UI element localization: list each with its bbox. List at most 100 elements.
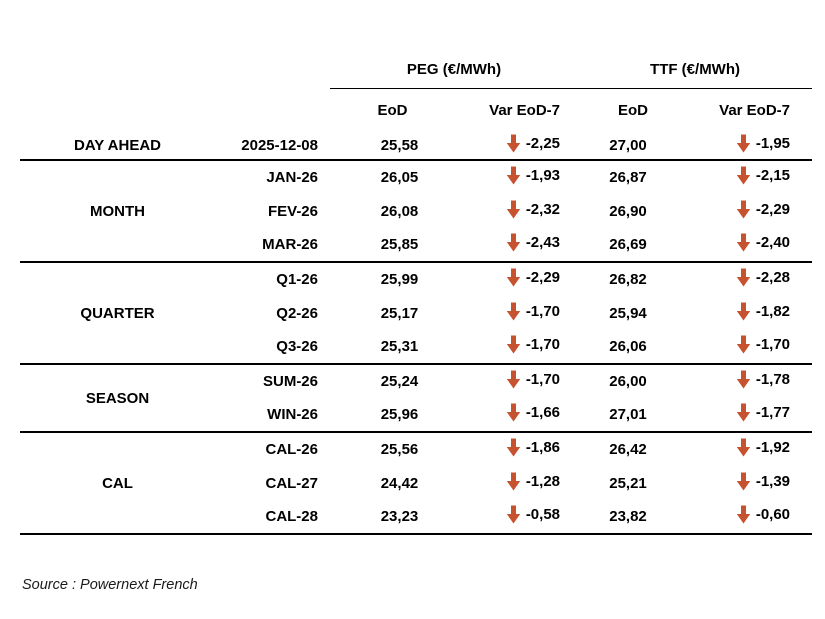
peg-eod-value: 25,99 [380,271,419,288]
variation-value: -1,77 [755,404,791,421]
tenor-label: CAL-27 [265,474,318,492]
down-arrow-icon [506,370,521,389]
tenor-label: SUM-26 [262,373,318,390]
down-arrow-icon [506,335,521,354]
header-spacer [215,88,330,132]
peg-var-value: -0,58 [455,500,579,535]
variation-value: -2,29 [525,269,561,286]
table-row: MONTH JAN-26 26,05 -1,93 26,87 -2,15 [20,160,812,263]
ttf-eod-value: 26,06 [578,330,689,365]
peg-eod-value: 23,23 [330,500,455,535]
tenor-label: CAL-28 [215,500,330,535]
column-group-ttf: TTF (€/MWh) [578,52,813,89]
ttf-var-value: -2,29 [688,194,812,228]
variation-indicator: -2,43 [506,233,560,252]
down-arrow-icon [736,166,751,185]
peg-eod-value: 26,05 [380,169,419,186]
header-spacer [20,52,330,88]
variation-indicator: -2,40 [736,233,790,252]
down-arrow-icon [736,335,751,354]
variation-value: -1,28 [525,472,561,490]
down-arrow-icon [736,302,751,321]
variation-indicator: -0,58 [506,505,560,524]
ttf-var-value: -2,28 [688,262,812,296]
peg-var-value: -2,43 [455,228,579,263]
variation-value: -2,32 [525,200,561,218]
variation-value: -1,70 [525,336,561,353]
sub-header-row: EoD Var EoD-7 EoD Var EoD-7 [20,88,812,132]
price-table-body: DAY AHEAD 2025-12-08 25,58 -2,25 27,00 -1,95 M… [20,132,813,535]
ttf-var-value: -1,92 [688,432,812,466]
peg-eod-value: 25,85 [330,228,455,263]
price-table: PEG (€/MWh) TTF (€/MWh) EoD Var EoD-7 Eo… [20,52,813,535]
down-arrow-icon [506,438,521,457]
ttf-var-value: -2,15 [688,160,812,194]
tenor-label: CAL-26 [265,441,318,458]
variation-value: -1,70 [755,336,791,353]
variation-indicator: -1,70 [736,335,790,354]
down-arrow-icon [506,268,521,287]
ttf-eod-value: 23,82 [578,500,689,535]
ttf-var-value: -1,78 [688,364,812,398]
variation-indicator: -1,93 [506,166,560,185]
table-row: Q2-26 25,17 -1,70 25,94 -1,82 [20,296,812,330]
table-row: MAR-26 25,85 -2,43 26,69 -2,40 [20,228,813,263]
variation-value: -2,25 [525,135,561,152]
variation-value: -1,78 [755,371,791,388]
peg-eod-value: 25,31 [330,330,455,365]
variation-value: -2,40 [755,234,791,251]
variation-value: -1,70 [525,371,561,388]
group-label-cal: CAL [20,432,215,535]
down-arrow-icon [506,200,521,219]
variation-value: -1,93 [525,167,561,184]
variation-indicator: -2,29 [736,200,790,219]
variation-value: -1,95 [755,135,791,152]
ttf-var-value: -1,70 [688,330,813,365]
ttf-eod-value: 25,21 [609,474,647,492]
variation-indicator: -1,28 [506,472,560,491]
group-label-day-ahead: DAY AHEAD [20,132,215,161]
down-arrow-icon [736,134,751,153]
table-row: WIN-26 25,96 -1,66 27,01 -1,77 [20,398,813,433]
ttf-eod-value: 25,94 [609,304,647,322]
down-arrow-icon [736,200,751,219]
variation-value: -1,39 [755,472,791,490]
column-group-peg: PEG (€/MWh) [330,52,579,89]
ttf-eod-value: 26,42 [609,441,647,458]
down-arrow-icon [736,438,751,457]
table-row: FEV-26 26,08 -2,32 26,90 -2,29 [20,194,812,228]
peg-eod-value: 25,24 [380,373,419,390]
variation-indicator: -0,60 [736,505,790,524]
variation-value: -1,70 [525,302,561,320]
down-arrow-icon [736,505,751,524]
header-spacer [20,88,215,132]
table-row: QUARTER Q1-26 25,99 -2,29 26,82 -2,28 [20,262,812,365]
ttf-var-value: -1,77 [688,398,813,433]
variation-indicator: -1,39 [736,472,790,491]
peg-var-value: -1,70 [455,296,578,330]
peg-eod-value: 26,08 [380,202,419,220]
peg-var-value: -1,93 [455,160,578,194]
peg-eod-value: 25,96 [330,398,455,433]
down-arrow-icon [506,472,521,491]
peg-var-value: -1,70 [455,364,578,398]
ttf-var-value: -2,40 [688,228,813,263]
variation-indicator: -1,92 [736,438,790,457]
price-table-header: PEG (€/MWh) TTF (€/MWh) EoD Var EoD-7 Eo… [20,52,813,132]
down-arrow-icon [506,302,521,321]
down-arrow-icon [736,472,751,491]
tenor-label: 2025-12-08 [215,132,330,161]
peg-var-value: -2,32 [455,194,578,228]
ttf-eod-value: 26,87 [609,169,647,186]
peg-eod-value: 25,56 [380,441,419,458]
header-peg-eod: EoD [377,101,408,119]
variation-value: -2,43 [525,234,561,251]
ttf-var-value: -1,82 [688,296,812,330]
variation-value: -0,60 [755,506,791,523]
variation-indicator: -1,70 [506,302,560,321]
peg-var-value: -1,28 [455,466,578,500]
variation-indicator: -1,70 [506,370,560,389]
group-label-quarter: QUARTER [20,262,215,365]
ttf-var-value: -1,39 [688,466,812,500]
